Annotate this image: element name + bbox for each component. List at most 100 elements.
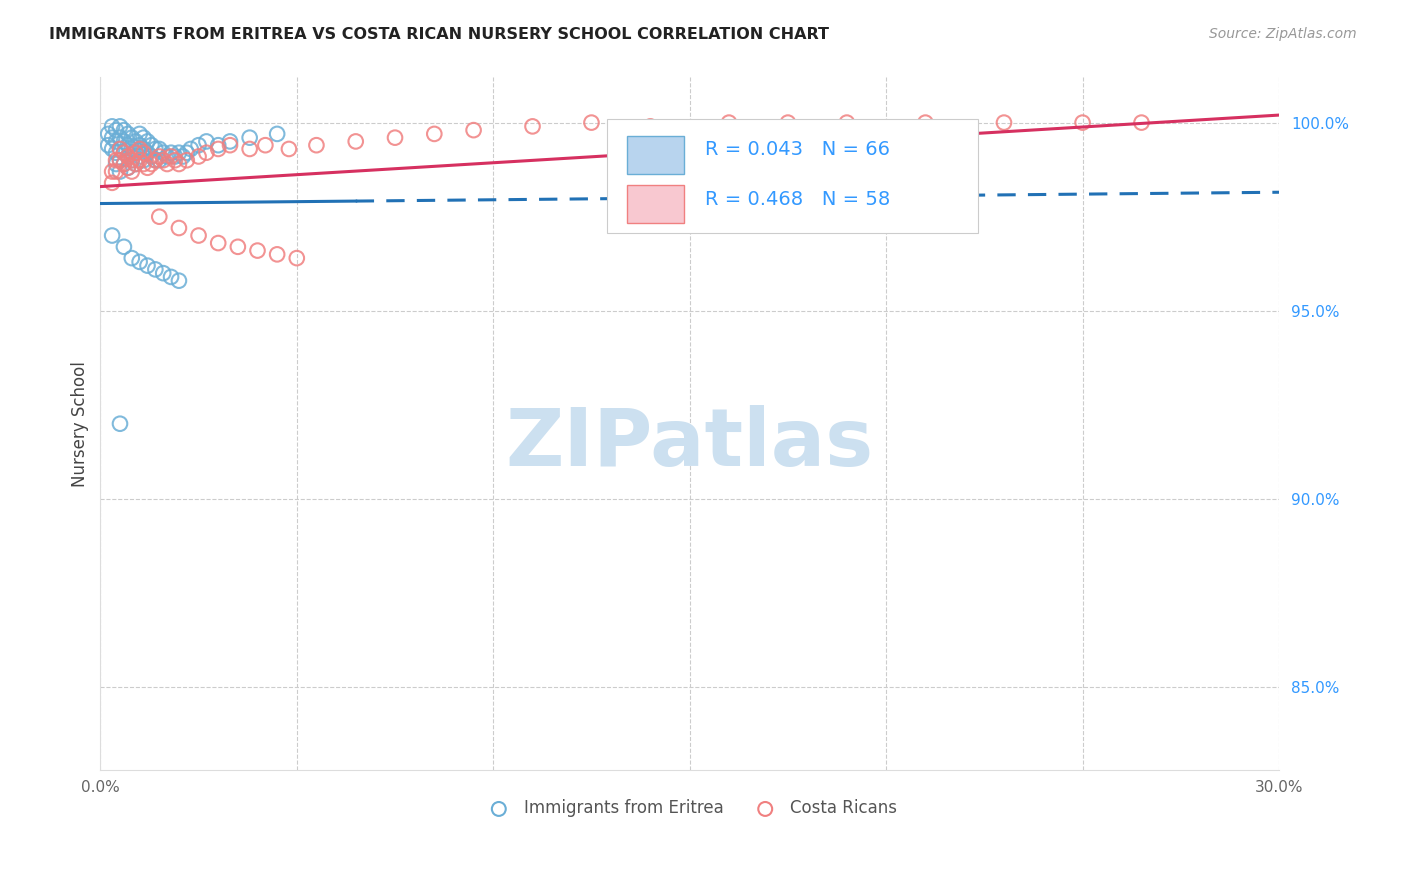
Point (117, 161, 139, 175)
Point (101, 142, 124, 156)
Point (125, 157, 148, 171)
Point (112, 145, 135, 160)
Point (143, 153, 166, 168)
Point (128, 255, 150, 269)
Point (143, 142, 166, 156)
Point (207, 235, 229, 250)
Point (266, 127, 288, 141)
Point (108, 120, 131, 134)
Point (143, 262, 166, 277)
Point (187, 138, 209, 153)
Point (143, 153, 166, 168)
Point (195, 145, 218, 160)
Point (384, 130, 406, 145)
Point (105, 153, 128, 168)
Point (1130, 115, 1153, 129)
Point (128, 149, 150, 163)
Point (148, 153, 170, 168)
Point (105, 145, 128, 160)
Point (180, 142, 202, 156)
Point (207, 138, 229, 153)
Point (522, 120, 544, 134)
FancyBboxPatch shape (627, 186, 683, 223)
Point (246, 244, 269, 258)
Point (121, 251, 143, 265)
Point (152, 145, 174, 160)
FancyBboxPatch shape (607, 119, 979, 234)
Point (993, 115, 1015, 129)
Point (136, 161, 159, 175)
Point (112, 240, 135, 254)
Point (117, 149, 139, 163)
Point (152, 266, 174, 280)
Point (112, 157, 135, 171)
Point (132, 130, 155, 145)
Point (344, 135, 367, 149)
Text: R = 0.468   N = 58: R = 0.468 N = 58 (704, 190, 890, 209)
Point (141, 157, 163, 171)
Point (128, 153, 150, 168)
Text: Source: ZipAtlas.com: Source: ZipAtlas.com (1209, 27, 1357, 41)
Point (136, 135, 159, 149)
Point (167, 145, 190, 160)
Point (121, 142, 143, 156)
Point (156, 157, 179, 171)
Point (132, 153, 155, 168)
Point (776, 115, 799, 129)
Point (121, 153, 143, 168)
Point (717, 115, 740, 129)
Point (219, 138, 242, 153)
Point (176, 153, 198, 168)
Point (187, 149, 209, 163)
Point (160, 145, 183, 160)
Point (132, 142, 155, 156)
Point (101, 164, 124, 178)
Point (128, 142, 150, 156)
Point (108, 130, 131, 145)
Point (581, 115, 603, 129)
Point (101, 228, 124, 243)
Legend: Immigrants from Eritrea, Costa Ricans: Immigrants from Eritrea, Costa Ricans (475, 793, 904, 824)
Point (640, 120, 662, 134)
Point (108, 142, 131, 156)
Point (108, 142, 131, 156)
Point (121, 130, 143, 145)
Point (125, 157, 148, 171)
Point (101, 120, 124, 134)
Point (112, 145, 135, 160)
Point (128, 138, 150, 153)
Point (219, 135, 242, 149)
Point (117, 161, 139, 175)
Point (278, 142, 301, 156)
Point (187, 228, 209, 243)
Point (266, 247, 288, 261)
Point (239, 130, 262, 145)
Point (167, 221, 190, 235)
Point (463, 123, 485, 137)
Text: ZIPatlas: ZIPatlas (506, 406, 873, 483)
Point (163, 149, 186, 163)
Point (148, 210, 170, 224)
Point (121, 153, 143, 168)
Point (160, 149, 183, 163)
Point (1071, 115, 1094, 129)
Point (176, 145, 198, 160)
Point (108, 417, 131, 431)
Point (136, 259, 159, 273)
Point (128, 127, 150, 141)
Point (117, 138, 139, 153)
Point (112, 135, 135, 149)
Point (285, 251, 308, 265)
Point (108, 153, 131, 168)
Point (121, 164, 143, 178)
Text: IMMIGRANTS FROM ERITREA VS COSTA RICAN NURSERY SCHOOL CORRELATION CHART: IMMIGRANTS FROM ERITREA VS COSTA RICAN N… (49, 27, 830, 42)
Point (239, 142, 262, 156)
Point (132, 157, 155, 171)
Point (108, 164, 131, 178)
Point (305, 138, 328, 153)
Text: R = 0.043   N = 66: R = 0.043 N = 66 (704, 140, 890, 160)
Point (835, 115, 858, 129)
FancyBboxPatch shape (627, 136, 683, 174)
Point (125, 145, 148, 160)
Point (423, 127, 446, 141)
